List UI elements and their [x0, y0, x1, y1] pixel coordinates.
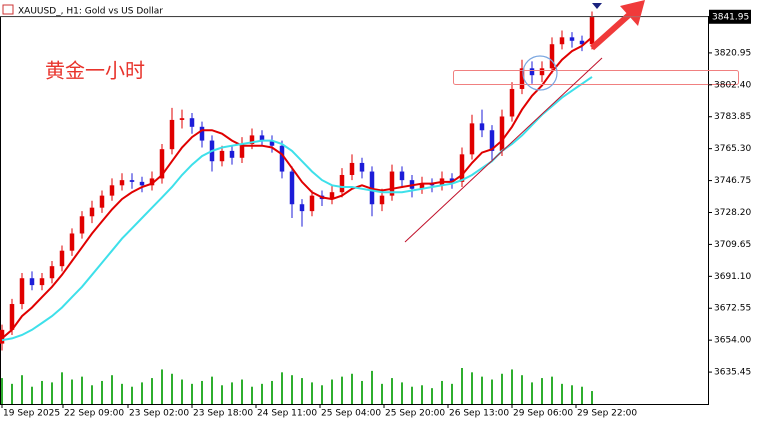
candle-body	[399, 171, 405, 181]
volume-layer	[1, 368, 593, 404]
price-label: 3841.95	[712, 12, 749, 22]
candle-body	[589, 16, 595, 45]
y-tick-label: 3820.95	[714, 48, 751, 58]
candle-body	[229, 150, 235, 158]
candle-body	[289, 171, 295, 205]
moving-average	[1, 36, 593, 340]
candle-body	[359, 162, 365, 172]
candle-body	[329, 192, 335, 200]
candle-body	[0, 329, 5, 344]
y-tick-label: 3691.10	[714, 272, 751, 282]
y-tick-label: 3635.45	[714, 368, 751, 378]
trend-line	[404, 57, 603, 243]
arrow-shaft	[589, 11, 633, 51]
candle-body	[499, 116, 505, 151]
candle-body	[19, 278, 25, 305]
y-tick-label: 3709.65	[714, 240, 751, 250]
candle-body	[139, 181, 145, 186]
candle-body	[479, 123, 485, 131]
candle-body	[249, 135, 255, 145]
y-tick-label: 3802.40	[714, 80, 751, 90]
candle-body	[129, 180, 135, 182]
candle-body	[549, 44, 555, 69]
y-tick-label: 3746.75	[714, 176, 751, 186]
candle-body	[199, 126, 205, 141]
candle-body	[69, 233, 75, 251]
candle-body	[239, 144, 245, 158]
annotation: 黄金一小时	[45, 59, 145, 83]
price-box	[709, 9, 751, 24]
candle-body	[509, 88, 515, 117]
zone-rectangle	[453, 70, 739, 85]
x-tick-label: 23 Sep 02:00	[129, 409, 189, 419]
candle-body	[9, 304, 15, 330]
high-marker	[592, 3, 602, 9]
y-tick-label: 3783.85	[714, 112, 751, 122]
plot-frame	[0, 16, 709, 405]
arrow	[589, 0, 645, 51]
circle-marker	[522, 55, 558, 91]
candle-body	[39, 278, 45, 286]
candle-body	[449, 178, 455, 182]
candle-body	[309, 195, 315, 212]
chart-title: XAUUSD_, H1: Gold vs US Dollar	[18, 7, 163, 17]
candle-body	[59, 250, 65, 267]
candle-body	[559, 37, 565, 45]
arrow-head	[620, 0, 645, 26]
candle-body	[489, 130, 495, 151]
candle-body	[99, 195, 105, 208]
candle-body	[189, 118, 195, 127]
candle-body	[169, 119, 175, 150]
candle-body	[539, 68, 545, 76]
candle-body	[279, 145, 285, 172]
candle-body	[259, 135, 265, 141]
candle-body	[379, 195, 385, 205]
candle-body	[349, 162, 355, 175]
candle-body	[159, 149, 165, 179]
candle-body	[89, 207, 95, 217]
candle-body	[299, 204, 305, 212]
candle-body	[569, 37, 575, 41]
candle-body	[459, 154, 465, 182]
candle-body	[469, 123, 475, 155]
candle-body	[579, 40, 585, 45]
x-tick-label: 22 Sep 09:00	[64, 409, 124, 419]
candle-body	[179, 118, 185, 120]
axis-layer: 3635.45 3654.00 3672.55 3691.10 3709.65 3728.…	[0, 9, 751, 419]
candle-body	[49, 266, 55, 279]
x-tick-label: 25 Sep 20:00	[385, 409, 445, 419]
x-tick-label: 29 Sep 06:00	[513, 409, 573, 419]
y-tick-label: 3654.00	[714, 336, 751, 346]
y-tick-label: 3765.30	[714, 144, 751, 154]
y-tick-label: 3672.55	[714, 304, 751, 314]
candle-body	[389, 171, 395, 196]
x-tick-label: 23 Sep 18:00	[193, 409, 253, 419]
x-tick-label: 29 Sep 22:00	[577, 409, 637, 419]
candle-body	[119, 180, 125, 186]
x-tick-label: 26 Sep 13:00	[449, 409, 509, 419]
candle-body	[29, 278, 35, 286]
candle-body	[269, 140, 275, 146]
candle-body	[149, 178, 155, 186]
x-tick-label: 19 Sep 2025	[3, 409, 60, 419]
candle-body	[219, 150, 225, 162]
y-tick-label: 3728.20	[714, 208, 751, 218]
candle-body	[529, 68, 535, 76]
candle-body	[109, 185, 115, 196]
symbol-icon	[2, 4, 14, 15]
candle-body	[339, 174, 345, 193]
x-tick-label: 25 Sep 04:00	[321, 409, 381, 419]
x-tick-label: 24 Sep 11:00	[257, 409, 317, 419]
candle-body	[519, 68, 525, 89]
candle-body	[419, 183, 425, 189]
candle-body	[79, 216, 85, 234]
